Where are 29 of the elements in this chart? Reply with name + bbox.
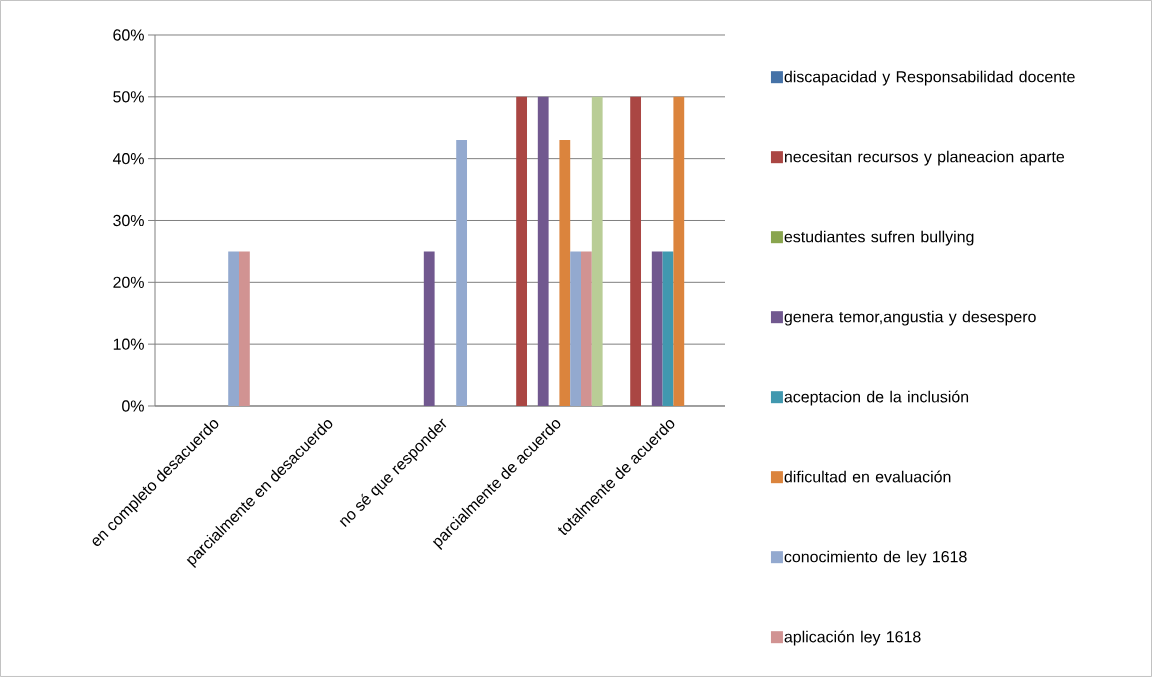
bar	[516, 96, 528, 406]
bar	[423, 251, 435, 406]
legend-label: genera temor,angustia y desespero	[784, 310, 1036, 326]
legend-label: estudiantes sufren bullying	[784, 230, 974, 246]
bar	[591, 96, 603, 406]
legend-label: necesitan recursos y planeacion aparte	[785, 150, 1065, 166]
y-tick-label: 60%	[113, 29, 144, 41]
bar	[662, 251, 674, 406]
y-tick-label: 20%	[113, 276, 144, 288]
legend-label: aceptacion de la inclusión	[784, 390, 969, 406]
bar	[581, 251, 592, 406]
y-tick-label: 10%	[113, 338, 144, 350]
bar	[630, 96, 642, 406]
legend-label: discapacidad y Responsabilidad docente	[784, 70, 1075, 86]
bar	[673, 96, 685, 406]
bar	[228, 251, 240, 406]
y-tick-label: 0%	[122, 400, 144, 412]
bar	[456, 140, 468, 406]
bar	[559, 140, 571, 406]
bar	[537, 96, 549, 406]
y-tick-label: 40%	[112, 153, 144, 165]
bar	[570, 251, 582, 406]
bar	[651, 251, 663, 406]
bar	[239, 251, 250, 406]
legend-label: conocimiento de ley 1618	[784, 550, 967, 566]
y-tick-label: 50%	[113, 91, 144, 103]
legend-label: dificultad en evaluación	[784, 470, 951, 483]
y-tick-label: 30%	[113, 214, 144, 227]
legend-label: aplicación ley 1618	[784, 630, 921, 646]
